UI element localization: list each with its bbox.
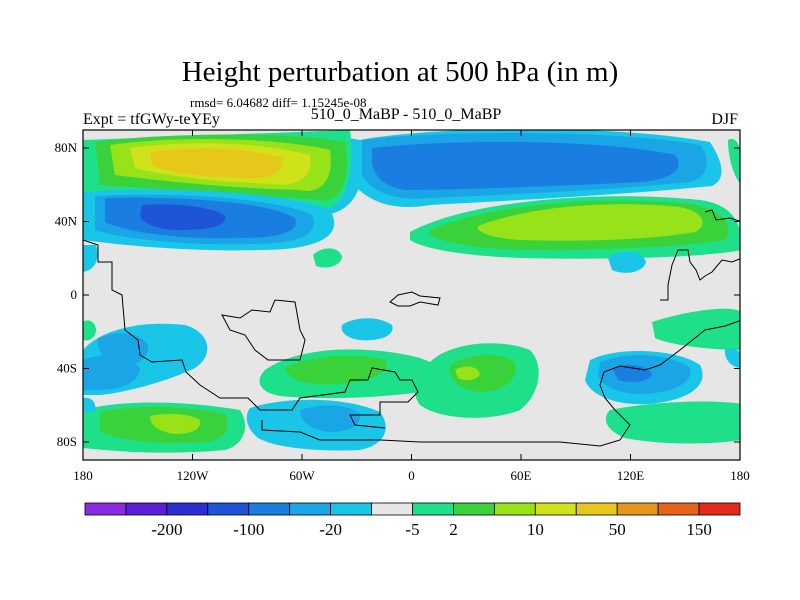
- colorbar-swatch: [616, 502, 659, 516]
- contour-region: [83, 355, 140, 390]
- colorbar-swatch: [412, 502, 454, 516]
- colorbar-label: -20: [319, 520, 342, 539]
- colorbar-label: -100: [233, 520, 264, 539]
- y-tick-label: 80S: [57, 434, 77, 449]
- coastline: [261, 320, 740, 447]
- contour-region: [728, 139, 740, 184]
- contour-region: [608, 251, 646, 273]
- coastline: [704, 209, 740, 222]
- coastline: [83, 239, 419, 429]
- colorbar-swatch: [493, 502, 536, 516]
- colorbar-swatch: [289, 502, 332, 516]
- colorbar-label: 10: [527, 520, 544, 539]
- case-label: 510_0_MaBP - 510_0_MaBP: [310, 106, 502, 123]
- colorbar: -200 -100 -20 -5 2 10 50 150: [84, 502, 741, 539]
- coastline: [221, 299, 306, 361]
- y-tick-label: 40N: [55, 214, 78, 229]
- contour-region: [477, 204, 703, 241]
- contour-region: [605, 401, 740, 444]
- x-tick-label: 180: [73, 468, 93, 483]
- colorbar-swatch: [698, 502, 741, 516]
- y-tick-label: 40S: [57, 361, 77, 376]
- colorbar-swatch: [657, 502, 700, 516]
- colorbar-swatch: [84, 502, 127, 516]
- contour-region: [140, 204, 226, 230]
- x-tick-label: 180: [730, 468, 750, 483]
- contour-region: [300, 405, 361, 432]
- contour-region: [83, 397, 96, 412]
- contour-region: [285, 355, 387, 385]
- colorbar-swatch: [330, 502, 372, 516]
- chart-title: Height perturbation at 500 hPa (in m): [181, 56, 619, 88]
- colorbar-label: -200: [151, 520, 182, 539]
- colorbar-swatch: [453, 502, 495, 516]
- colorbar-swatch: [166, 502, 209, 516]
- contour-region: [372, 141, 679, 190]
- x-tick-label: 120E: [617, 468, 645, 483]
- colorbar-label: 50: [609, 520, 626, 539]
- coastline: [660, 249, 740, 301]
- x-tick-label: 60W: [289, 468, 315, 483]
- y-tick-label: 80N: [55, 140, 78, 155]
- contour-region: [449, 354, 516, 392]
- contour-region: [150, 148, 283, 179]
- colorbar-swatch: [125, 502, 168, 516]
- colorbar-label: 150: [686, 520, 712, 539]
- colorbar-swatch: [575, 502, 618, 516]
- contour-region: [83, 245, 98, 272]
- contour-region: [150, 413, 201, 434]
- coastline: [389, 291, 441, 307]
- season-label: DJF: [711, 111, 738, 128]
- colorbar-label: 2: [449, 520, 458, 539]
- colorbar-swatch: [371, 502, 413, 516]
- contour-region: [313, 248, 342, 268]
- contour-field: [83, 130, 740, 460]
- coastlines: [83, 209, 740, 447]
- colorbar-swatch: [534, 502, 577, 516]
- contour-region: [455, 366, 480, 381]
- stats-label: rmsd= 6.04682 diff= 1.15245e-08: [190, 95, 367, 110]
- x-tick-label: 120W: [177, 468, 210, 483]
- colorbar-label: -5: [405, 520, 419, 539]
- x-tick-label: 0: [408, 468, 415, 483]
- experiment-label: Expt = tfGWy-teYEy: [83, 111, 220, 128]
- y-tick-label: 0: [71, 287, 78, 302]
- contour-region: [652, 308, 740, 350]
- colorbar-swatch: [248, 502, 291, 516]
- colorbar-swatch: [207, 502, 250, 516]
- x-tick-label: 60E: [511, 468, 532, 483]
- axis-ticks: 180 120W 60W 0 60E 120E 180 80N 40N 0 40S 80S: [55, 130, 750, 483]
- contour-region: [83, 320, 96, 341]
- contour-region: [341, 318, 393, 341]
- contour-region: [724, 348, 740, 368]
